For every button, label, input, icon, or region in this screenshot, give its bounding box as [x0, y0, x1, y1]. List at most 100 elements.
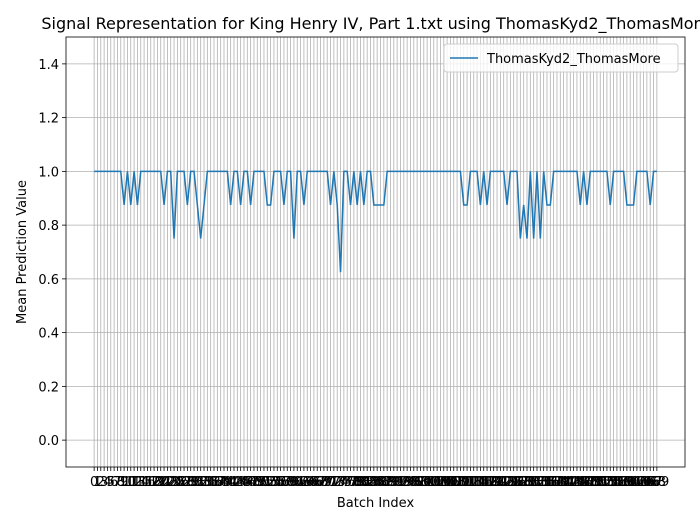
x-tick-label: 161 [618, 475, 643, 490]
x-tick-label: 117 [471, 475, 496, 490]
x-tick-label: 69 [316, 475, 333, 490]
x-tick-label: 84 [366, 475, 383, 490]
x-tick-label: 19 [149, 475, 166, 490]
x-tick-label: 1 [93, 475, 101, 490]
x-tick-label: 23 [162, 475, 179, 490]
x-tick-label: 168 [641, 475, 666, 490]
x-tick-label: 65 [302, 475, 319, 490]
x-tick-label: 22 [159, 475, 176, 490]
x-tick-label: 129 [511, 475, 536, 490]
x-tick-label: 25 [169, 475, 186, 490]
x-tick-label: 87 [376, 475, 393, 490]
x-tick-label: 121 [485, 475, 510, 490]
x-tick-label: 88 [379, 475, 396, 490]
x-tick-label: 70 [319, 475, 336, 490]
y-tick-label: 0.6 [38, 273, 59, 288]
x-tick-label: 144 [561, 475, 586, 490]
x-tick-label: 155 [598, 475, 623, 490]
x-tick-label: 16 [139, 475, 156, 490]
x-tick-label: 26 [172, 475, 189, 490]
x-tick-label: 63 [296, 475, 313, 490]
x-tick-label: 157 [604, 475, 629, 490]
x-tick-label: 12 [126, 475, 143, 490]
x-tick-label: 139 [545, 475, 570, 490]
x-tick-label: 160 [614, 475, 639, 490]
x-tick-label: 147 [571, 475, 596, 490]
x-tick-label: 78 [346, 475, 363, 490]
x-tick-label: 24 [166, 475, 183, 490]
x-tick-label: 48 [246, 475, 263, 490]
x-tick-label: 127 [505, 475, 530, 490]
y-tick-label: 0.4 [38, 327, 59, 342]
x-tick-label: 31 [189, 475, 206, 490]
x-tick-label: 66 [306, 475, 323, 490]
x-tick-label: 15 [136, 475, 153, 490]
x-tick-label: 145 [565, 475, 590, 490]
x-tick-label: 126 [501, 475, 526, 490]
x-tick-label: 5 [107, 475, 115, 490]
x-tick-label: 45 [236, 475, 253, 490]
x-tick-label: 68 [312, 475, 329, 490]
x-tick-label: 17 [142, 475, 159, 490]
x-tick-label: 135 [531, 475, 556, 490]
x-tick-label: 132 [521, 475, 546, 490]
x-tick-label: 34 [199, 475, 216, 490]
x-tick-label: 104 [428, 475, 453, 490]
x-tick-label: 8 [117, 475, 125, 490]
x-tick-label: 137 [538, 475, 563, 490]
x-tick-label: 108 [441, 475, 466, 490]
x-tick-label: 3 [100, 475, 108, 490]
y-tick-label: 1.0 [38, 165, 59, 180]
x-tick-label: 50 [252, 475, 269, 490]
x-tick-label: 42 [226, 475, 243, 490]
x-tick-label: 37 [209, 475, 226, 490]
x-tick-label: 0 [90, 475, 98, 490]
x-tick-label: 28 [179, 475, 196, 490]
x-tick-label: 148 [575, 475, 600, 490]
x-tick-label: 82 [359, 475, 376, 490]
x-tick-label: 163 [624, 475, 649, 490]
x-tick-label: 13 [129, 475, 146, 490]
x-tick-label: 73 [329, 475, 346, 490]
x-tick-label: 35 [202, 475, 219, 490]
x-tick-label: 61 [289, 475, 306, 490]
x-tick-label: 56 [272, 475, 289, 490]
x-tick-label: 72 [326, 475, 343, 490]
x-tick-label: 151 [585, 475, 610, 490]
x-tick-label: 101 [418, 475, 443, 490]
x-tick-label: 7 [113, 475, 121, 490]
x-tick-label: 109 [445, 475, 470, 490]
x-tick-label: 113 [458, 475, 483, 490]
legend: ThomasKyd2_ThomasMore [443, 43, 679, 73]
x-tick-label: 138 [541, 475, 566, 490]
x-tick-label: 62 [292, 475, 309, 490]
x-tick-label: 74 [332, 475, 349, 490]
x-tick-label: 167 [638, 475, 663, 490]
y-tick-label: 0.2 [38, 380, 59, 395]
x-tick-label: 92 [392, 475, 409, 490]
x-tick-label: 142 [555, 475, 580, 490]
x-tick-label: 21 [156, 475, 173, 490]
x-tick-label: 141 [551, 475, 576, 490]
x-tick-label: 43 [229, 475, 246, 490]
x-tick-label: 46 [239, 475, 256, 490]
x-tick-label: 98 [412, 475, 429, 490]
x-tick-label: 162 [621, 475, 646, 490]
x-tick-label: 76 [339, 475, 356, 490]
y-tick-label: 1.4 [38, 58, 59, 73]
x-tick-label: 54 [266, 475, 283, 490]
x-tick-label: 36 [206, 475, 223, 490]
y-tick-label: 1.2 [38, 112, 59, 127]
x-tick-label: 150 [581, 475, 606, 490]
x-tick-label: 105 [431, 475, 456, 490]
x-tick-label: 110 [448, 475, 473, 490]
x-tick-label: 27 [176, 475, 193, 490]
x-tick-label: 149 [578, 475, 603, 490]
x-tick-label: 30 [186, 475, 203, 490]
x-tick-label: 18 [146, 475, 163, 490]
x-tick-label: 131 [518, 475, 543, 490]
y-tick-label: 0.0 [38, 434, 59, 449]
x-tick-label: 156 [601, 475, 626, 490]
x-tick-label: 49 [249, 475, 266, 490]
